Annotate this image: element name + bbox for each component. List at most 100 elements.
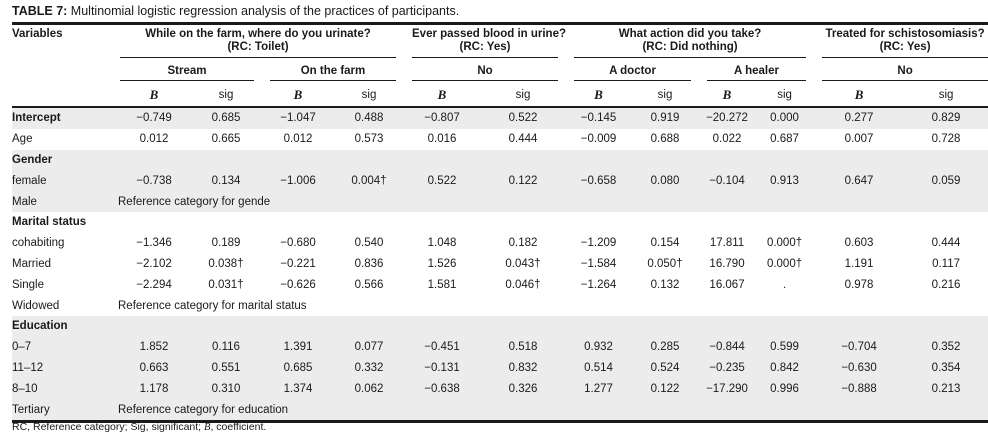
b-cell: −0.009 — [580, 133, 617, 146]
reference-row: Tertiary Reference category for education — [12, 399, 988, 422]
sig-cell: 0.573 — [354, 133, 384, 146]
b-column-header: B — [699, 84, 756, 108]
group-row: Gender — [12, 149, 988, 171]
b-cell: −1.264 — [580, 278, 617, 291]
sig-cell: 0.332 — [334, 357, 404, 379]
b-cell: −20.272 — [699, 107, 756, 129]
b-cell: 0.016 — [427, 133, 457, 146]
sig-cell: 0.522 — [480, 107, 567, 129]
sig-cell: 0.116 — [190, 336, 262, 358]
subgroup-on-farm: On the farm — [262, 62, 404, 84]
b-cell: −0.680 — [280, 237, 316, 250]
b-cell: 0.932 — [566, 336, 632, 358]
b-cell: 1.178 — [118, 378, 190, 400]
b-cell: −0.131 — [404, 357, 480, 379]
b-cell: −2.294 — [136, 278, 172, 291]
group-header-blood: Ever passed blood in urine? (RC: Yes) — [404, 24, 566, 63]
subgroup-healer: A healer — [699, 62, 814, 84]
b-cell: 1.391 — [262, 336, 334, 358]
sig-cell: 0.000† — [766, 257, 803, 270]
b-cell: 1.581 — [427, 278, 457, 291]
table-row: cohabiting −1.346 0.189 −0.680 0.540 1.048 0.1… — [12, 233, 988, 254]
b-cell: −0.145 — [566, 107, 632, 129]
b-cell: −1.346 — [136, 237, 172, 250]
row-label: Married — [12, 257, 51, 270]
b-cell: −1.006 — [262, 170, 334, 192]
b-cell: −1.584 — [580, 257, 617, 270]
variables-header: Variables — [12, 28, 63, 40]
row-label: Gender — [12, 149, 118, 171]
reference-row: Widowed Reference category for marital st… — [12, 295, 988, 316]
b-cell: −17.290 — [699, 378, 756, 400]
b-column-header: B — [814, 84, 905, 108]
b-cell: −0.626 — [280, 278, 316, 291]
row-label: Single — [12, 278, 44, 291]
table-row: female −0.738 0.134 −1.006 0.004† 0.522 0.122−… — [12, 170, 988, 192]
b-cell: −0.844 — [699, 336, 756, 358]
b-cell: 16.790 — [709, 257, 745, 270]
b-cell: 16.067 — [709, 278, 745, 291]
b-cell: 0.522 — [404, 170, 480, 192]
sig-cell: 0.919 — [631, 107, 700, 129]
row-label: 0–7 — [12, 336, 118, 358]
sig-cell: 0.488 — [334, 107, 404, 129]
row-label: Age — [12, 133, 33, 146]
b-cell: 0.277 — [814, 107, 905, 129]
table-row: 0–7 1.852 0.116 1.391 0.077 −0.451 0.518 0.932 0… — [12, 336, 988, 358]
b-cell: 0.978 — [844, 278, 874, 291]
subgroup-stream: Stream — [118, 62, 262, 84]
reference-row: Male Reference category for gende — [12, 191, 988, 212]
b-cell: 0.012 — [139, 133, 169, 146]
sig-cell: 0.551 — [190, 357, 262, 379]
sig-column-header: sig — [631, 84, 700, 108]
sig-column-header: sig — [904, 84, 988, 108]
b-column-header: B — [404, 84, 480, 108]
sig-cell: 0.080 — [631, 170, 700, 192]
sig-cell: 0.004† — [334, 170, 404, 192]
sig-column-header: sig — [480, 84, 567, 108]
b-cell: 0.007 — [844, 133, 874, 146]
sig-cell: 0.913 — [755, 170, 815, 192]
b-cell: 0.603 — [844, 237, 874, 250]
group-row: Education — [12, 315, 988, 337]
row-label: cohabiting — [12, 237, 65, 250]
row-label: Education — [12, 315, 118, 337]
sig-cell: 0.444 — [508, 133, 538, 146]
sig-cell: 0.326 — [480, 378, 567, 400]
b-cell: 1.277 — [566, 378, 632, 400]
sig-cell: 0.310 — [190, 378, 262, 400]
b-cell: 0.647 — [814, 170, 905, 192]
table-row: 11–12 0.663 0.551 0.685 0.332 −0.131 0.832 0.51… — [12, 357, 988, 379]
sig-cell: 0.134 — [190, 170, 262, 192]
b-cell: −0.235 — [699, 357, 756, 379]
row-label: Male — [12, 191, 118, 212]
group-header-urinate: While on the farm, where do you urinate?… — [118, 24, 404, 63]
table-row: Married −2.102 0.038† −0.221 0.836 1.526 0.043… — [12, 254, 988, 275]
group-row: Marital status — [12, 212, 988, 233]
sig-cell: 0.031† — [208, 278, 244, 291]
sig-cell: 0.285 — [631, 336, 700, 358]
sig-cell: 0.062 — [334, 378, 404, 400]
sig-cell: 0.354 — [904, 357, 988, 379]
table-row: 8–10 1.178 0.310 1.374 0.062 −0.638 0.326 1.277… — [12, 378, 988, 400]
sig-cell: 0.117 — [932, 257, 961, 270]
sig-cell: 0.046† — [505, 278, 541, 291]
b-cell: 17.811 — [709, 237, 745, 250]
footnote: RC, Reference category; Sig, significant… — [12, 421, 267, 433]
subgroup-treated-no: No — [814, 62, 988, 84]
sig-cell: 0.077 — [334, 336, 404, 358]
regression-table: Variables While on the farm, where do yo… — [12, 22, 988, 423]
table-caption: Multinomial logistic regression analysis… — [67, 4, 460, 18]
table-row: Age 0.012 0.665 0.012 0.573 0.016 0.444 −0.009 0… — [12, 129, 988, 150]
sig-column-header: sig — [190, 84, 262, 108]
b-cell: −1.209 — [580, 237, 617, 250]
sig-cell: 0.829 — [904, 107, 988, 129]
sig-cell: 0.566 — [354, 278, 384, 291]
sig-cell: 0.352 — [904, 336, 988, 358]
group-header-action: What action did you take? (RC: Did nothin… — [566, 24, 814, 63]
sig-cell: 0.216 — [931, 278, 961, 291]
row-label: Widowed — [12, 299, 60, 312]
reference-note: Reference category for gende — [118, 191, 988, 212]
table-row: Single −2.294 0.031† −0.626 0.566 1.581 0.046†… — [12, 274, 988, 295]
row-label: Tertiary — [12, 399, 118, 422]
